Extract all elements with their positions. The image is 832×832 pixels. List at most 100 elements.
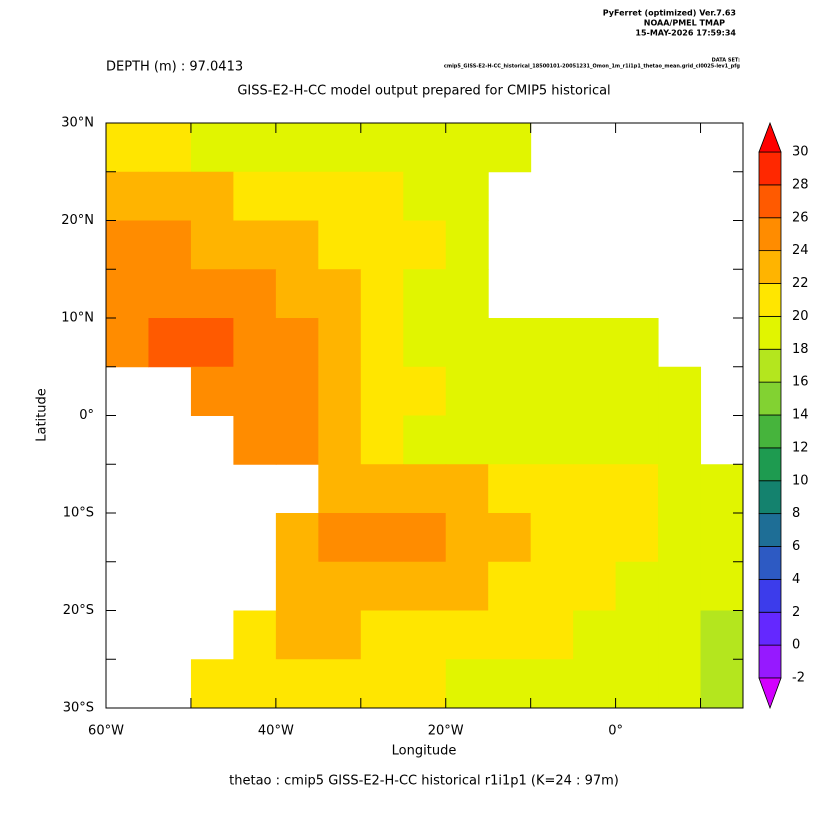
cell [148, 318, 192, 368]
cell [275, 269, 319, 319]
colorbar-label: 6 [792, 539, 800, 554]
colorbar-bin [758, 381, 782, 416]
cell [530, 318, 574, 368]
cell [615, 610, 659, 660]
cell [233, 415, 277, 465]
colorbar-bin [758, 611, 782, 646]
colorbar-bin [758, 447, 782, 482]
colorbar-label: 14 [792, 408, 809, 423]
cell [488, 561, 532, 611]
cell [233, 220, 277, 270]
cell [275, 366, 319, 416]
cell [488, 415, 532, 465]
cell [445, 561, 489, 611]
cell [445, 659, 489, 709]
x-axis-label: Longitude [392, 744, 457, 759]
cell [403, 220, 447, 270]
y-tick-label: 10°S [63, 506, 94, 521]
heatmap-cells [106, 123, 744, 709]
cell [403, 318, 447, 368]
y-tick-label: 10°N [61, 311, 94, 326]
cell [530, 366, 574, 416]
dataset-name: cmip5_GISS-E2-H-CC_historical_18500101-2… [444, 64, 740, 70]
cell [360, 269, 404, 319]
cell [615, 659, 659, 709]
cell [445, 220, 489, 270]
cell [275, 610, 319, 660]
cell [700, 513, 744, 563]
colorbar-label: 22 [792, 276, 809, 291]
cell [658, 659, 702, 709]
y-tick-label: 20°N [61, 213, 94, 228]
cell [573, 610, 617, 660]
cell [445, 366, 489, 416]
cell [658, 513, 702, 563]
colorbar-label: 8 [792, 506, 800, 521]
cell [190, 220, 234, 270]
cell [573, 561, 617, 611]
x-tick-label: 60°W [88, 724, 124, 739]
cell [360, 220, 404, 270]
cell [573, 415, 617, 465]
colorbar-over [758, 121, 782, 153]
cell [233, 171, 277, 221]
colorbar-label: 12 [792, 440, 809, 455]
cell [360, 123, 404, 173]
cell [403, 366, 447, 416]
x-tick-label: 40°W [258, 724, 294, 739]
cell [403, 610, 447, 660]
cell [445, 415, 489, 465]
cell [233, 366, 277, 416]
cell [530, 659, 574, 709]
cell [573, 366, 617, 416]
cell [445, 513, 489, 563]
cell [445, 123, 489, 173]
y-tick-label: 0° [79, 408, 94, 423]
cell [318, 561, 362, 611]
cell [106, 220, 149, 270]
cell [488, 464, 532, 514]
colorbar-bin [758, 644, 782, 679]
cell [190, 123, 234, 173]
cell [148, 171, 192, 221]
cell [488, 318, 532, 368]
cell [318, 464, 362, 514]
cell [403, 561, 447, 611]
cell [318, 171, 362, 221]
cell [360, 659, 404, 709]
cell [360, 464, 404, 514]
cell [700, 464, 744, 514]
colorbar-bin [758, 283, 782, 317]
cell [488, 513, 532, 563]
colorbar-bin [758, 151, 782, 186]
cell [190, 659, 234, 709]
cell [360, 610, 404, 660]
colorbar-label: 20 [792, 309, 809, 324]
colorbar-bin [758, 578, 782, 613]
cell [658, 464, 702, 514]
colorbar-label: 30 [792, 145, 809, 160]
y-tick-label: 30°N [61, 116, 94, 131]
header-line: PyFerret (optimized) Ver.7.63 [603, 9, 736, 18]
colorbar-bin [758, 250, 782, 284]
cell [318, 610, 362, 660]
cell [403, 659, 447, 709]
cell [403, 464, 447, 514]
cell [658, 415, 702, 465]
cell [403, 171, 447, 221]
cell [658, 561, 702, 611]
cell [615, 513, 659, 563]
cell [190, 318, 234, 368]
cell [530, 415, 574, 465]
cell [360, 415, 404, 465]
colorbar-label: 2 [792, 605, 800, 620]
cell [488, 123, 532, 173]
cell [360, 366, 404, 416]
cell [360, 171, 404, 221]
x-tick-label: 0° [608, 724, 623, 739]
cell [573, 659, 617, 709]
subtitle: DEPTH (m) : 97.0413 [106, 60, 243, 75]
colorbar-label: 28 [792, 177, 809, 192]
